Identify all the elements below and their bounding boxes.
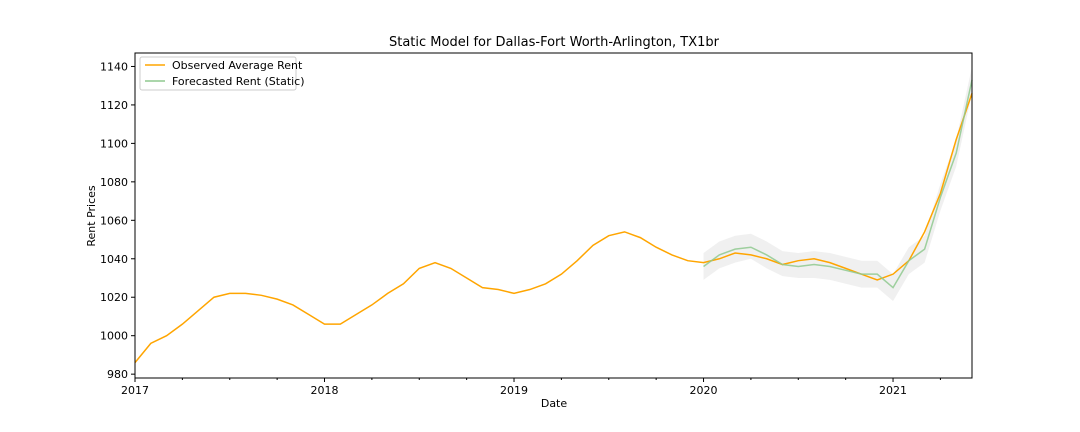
chart-title: Static Model for Dallas-Fort Worth-Arlin… bbox=[389, 35, 720, 50]
plot-frame bbox=[134, 52, 973, 379]
y-axis-label: Rent Prices bbox=[85, 185, 98, 247]
y-tick-label: 1080 bbox=[100, 176, 128, 189]
x-tick-label: 2021 bbox=[879, 384, 907, 397]
x-tick-label: 2019 bbox=[500, 384, 528, 397]
y-tick-label: 1040 bbox=[100, 253, 128, 266]
x-tick-label: 2017 bbox=[121, 384, 149, 397]
y-tick-label: 1140 bbox=[100, 60, 128, 73]
x-axis: 2017 2018 2019 2020 2021 bbox=[121, 378, 941, 397]
y-tick-label: 1100 bbox=[100, 137, 128, 150]
legend-label-observed: Observed Average Rent bbox=[172, 59, 303, 72]
x-axis-label: Date bbox=[541, 397, 568, 410]
y-tick-label: 1060 bbox=[100, 214, 128, 227]
series-line-observed bbox=[134, 93, 973, 364]
legend-label-forecast: Forecasted Rent (Static) bbox=[172, 75, 305, 88]
x-tick-label: 2020 bbox=[690, 384, 718, 397]
y-tick-label: 1000 bbox=[100, 330, 128, 343]
legend-box bbox=[139, 56, 297, 91]
legend: Observed Average Rent Forecasted Rent (S… bbox=[139, 56, 305, 91]
y-tick-label: 1020 bbox=[100, 291, 128, 304]
y-tick-label: 1120 bbox=[100, 99, 128, 112]
series-layer bbox=[134, 79, 973, 364]
x-tick-label: 2018 bbox=[311, 384, 339, 397]
y-tick-label: 980 bbox=[107, 368, 128, 381]
y-axis: 980 1000 1020 1040 1060 1080 1100 1120 1140 bbox=[100, 60, 135, 381]
series-line-forecast bbox=[703, 79, 973, 289]
